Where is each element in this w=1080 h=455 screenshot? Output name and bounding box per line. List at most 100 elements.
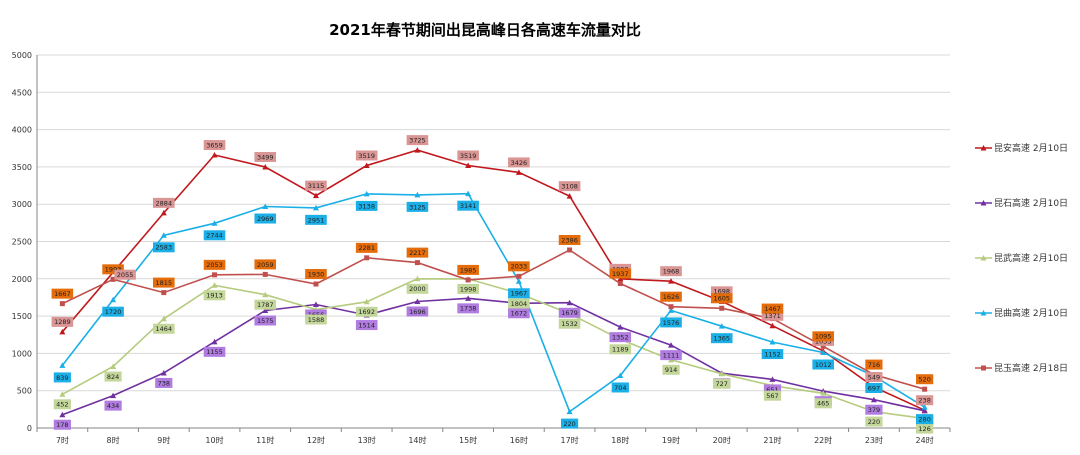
series-line xyxy=(62,277,925,420)
data-label-box xyxy=(814,398,832,409)
data-label-box xyxy=(713,378,731,389)
x-tick-label: 14时 xyxy=(408,435,426,445)
data-label-box xyxy=(660,350,682,361)
data-label: 379 xyxy=(865,404,883,415)
data-label-box xyxy=(508,157,530,168)
data-label-text: 914 xyxy=(665,366,677,374)
data-label: 1532 xyxy=(558,318,581,329)
data-point xyxy=(313,281,319,287)
data-label-box xyxy=(406,247,429,258)
data-point xyxy=(211,338,218,345)
y-tick-label: 4500 xyxy=(12,88,32,97)
data-label: 280 xyxy=(916,414,934,425)
data-point xyxy=(414,275,421,282)
data-label-text: 1189 xyxy=(612,346,629,354)
data-point xyxy=(719,305,725,311)
data-label: 824 xyxy=(104,371,122,382)
data-label-box xyxy=(865,416,883,427)
y-tick-label: 5000 xyxy=(12,51,32,60)
data-label: 697 xyxy=(865,383,883,394)
data-label-text: 2386 xyxy=(561,236,578,244)
data-label-text: 1985 xyxy=(460,266,477,274)
data-label-text: 280 xyxy=(918,416,930,424)
data-label: 1692 xyxy=(355,306,378,317)
data-label-box xyxy=(457,264,479,275)
data-label-box xyxy=(254,213,277,224)
data-point xyxy=(718,323,725,329)
data-label-box xyxy=(53,419,71,430)
data-label: 1672 xyxy=(508,308,530,319)
data-label: 1189 xyxy=(609,344,632,355)
data-label: 1968 xyxy=(660,266,682,277)
data-label: 2000 xyxy=(406,283,429,294)
data-label-box xyxy=(558,181,581,192)
data-label-box xyxy=(457,283,479,294)
data-point xyxy=(922,386,928,392)
data-label: 434 xyxy=(104,400,122,411)
data-point xyxy=(617,280,623,286)
x-tick-label: 17时 xyxy=(560,435,578,445)
data-label-text: 2053 xyxy=(206,261,223,269)
data-label-text: 1804 xyxy=(511,300,528,308)
data-label-box xyxy=(104,400,122,411)
data-point xyxy=(363,162,370,168)
data-label-box xyxy=(558,318,581,329)
data-label-text: 3125 xyxy=(409,203,426,211)
data-point xyxy=(414,298,421,304)
data-label: 1696 xyxy=(406,306,429,317)
data-label-text: 1720 xyxy=(105,308,122,316)
data-label-text: 1588 xyxy=(308,316,325,324)
data-label-text: 1365 xyxy=(713,335,730,343)
data-label-box xyxy=(560,418,579,429)
data-label-text: 1467 xyxy=(764,305,781,313)
data-label-box xyxy=(305,309,327,320)
data-label-text: 1967 xyxy=(511,290,528,298)
data-label: 2744 xyxy=(203,230,226,241)
data-point xyxy=(668,278,675,284)
data-label-box xyxy=(355,200,378,211)
data-point xyxy=(820,390,827,396)
data-point xyxy=(59,391,66,397)
data-point xyxy=(414,260,420,266)
legend-item-5: 昆玉高速 2月18日 xyxy=(975,362,1068,374)
data-label: 2059 xyxy=(254,259,277,270)
data-label-box xyxy=(254,299,277,310)
data-label: 1365 xyxy=(710,333,733,344)
data-point xyxy=(160,232,167,238)
data-label-box xyxy=(761,310,784,321)
data-point xyxy=(870,396,877,403)
data-label-text: 738 xyxy=(158,379,170,387)
data-label-box xyxy=(155,377,173,388)
data-point xyxy=(516,273,522,279)
data-label-text: 220 xyxy=(563,420,575,428)
axes xyxy=(36,55,951,432)
data-point xyxy=(617,324,624,330)
data-point xyxy=(262,307,269,314)
data-point xyxy=(59,411,66,418)
data-label-box xyxy=(153,277,175,288)
data-label: 452 xyxy=(53,399,71,410)
data-labels: 1289 2884 3659 3499 3115 3519 3725 3519 3426 3108… xyxy=(51,135,934,434)
data-point xyxy=(566,408,573,415)
data-label: 1913 xyxy=(203,290,226,301)
data-label-box xyxy=(406,283,429,294)
data-label-text: 2059 xyxy=(257,261,274,269)
data-label: 465 xyxy=(814,398,832,409)
data-point xyxy=(312,192,319,199)
y-tick-label: 4000 xyxy=(12,126,32,135)
x-axis-tick-labels: 7时 8时 9时 10时 11时 12时 13时 14时 15时 16时 17时 18时 19时 20时 2… xyxy=(56,435,934,445)
data-label-text: 651 xyxy=(766,386,778,394)
data-label: 1575 xyxy=(254,315,277,326)
legend-label: 昆石高速 2月10日 xyxy=(994,197,1068,209)
data-label-box xyxy=(558,307,581,318)
data-label: 1464 xyxy=(153,323,175,334)
data-label-text: 3115 xyxy=(308,182,325,190)
data-label-box xyxy=(153,197,175,208)
data-label-text: 839 xyxy=(56,374,68,382)
y-tick-label: 1000 xyxy=(12,349,32,358)
data-label-text: 1937 xyxy=(612,270,629,278)
data-label: 738 xyxy=(155,377,173,388)
data-label-box xyxy=(102,264,124,275)
data-label: 1588 xyxy=(305,314,327,325)
data-label-text: 1626 xyxy=(663,293,680,301)
